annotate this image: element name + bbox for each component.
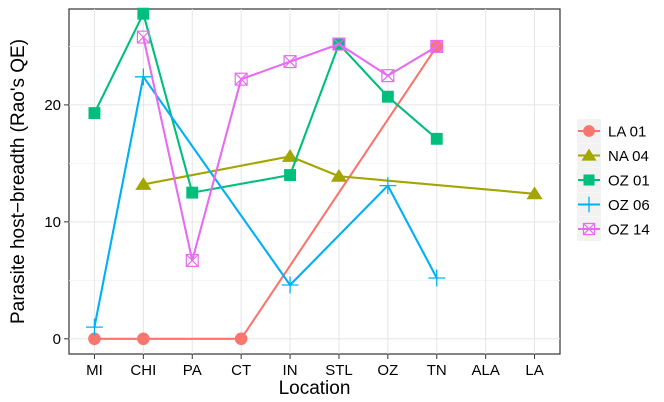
x-tick-label: OZ [377, 362, 398, 379]
series-layer [86, 7, 543, 346]
y-axis: 0 10 20 [44, 97, 69, 348]
y-axis-title: Parasite host−breadth (Rao's QE) [8, 39, 29, 324]
data-point [86, 318, 103, 336]
data-point [134, 68, 152, 86]
major-gridlines [69, 9, 560, 354]
series [86, 68, 446, 336]
y-tick-label: 10 [44, 214, 61, 231]
data-point [88, 107, 101, 120]
x-tick-label: TN [427, 362, 447, 379]
series-line [94, 45, 438, 340]
data-point [582, 222, 596, 236]
data-point [283, 55, 297, 69]
data-point [581, 148, 597, 161]
x-tick-label: CT [231, 362, 251, 379]
legend-label: OZ 14 [608, 222, 650, 239]
x-tick-label: MI [86, 362, 103, 379]
series [136, 30, 444, 267]
data-point [332, 37, 346, 51]
legend-label: NA 04 [608, 148, 649, 165]
data-point [381, 90, 394, 103]
data-point [136, 30, 150, 44]
data-point [430, 132, 443, 145]
x-tick-label: STL [325, 362, 353, 379]
data-point [428, 269, 446, 287]
data-point [284, 169, 296, 182]
data-point [185, 253, 199, 267]
x-axis-title: Location [279, 378, 351, 399]
legend-item: LA 01 [577, 119, 646, 143]
x-tick-label: ALA [471, 362, 499, 379]
x-tick-label: PA [183, 362, 202, 379]
data-point [379, 177, 397, 194]
legend-item: OZ 06 [577, 192, 650, 217]
legend-item: OZ 14 [577, 217, 650, 241]
legend-label: OZ 01 [608, 173, 650, 190]
data-point [186, 186, 199, 199]
x-tick-label: LA [525, 362, 543, 379]
data-point [137, 7, 150, 20]
x-tick-label: CHI [130, 362, 156, 379]
legend: LA 01 NA 04 OZ 01 OZ 06 OZ 14 [577, 119, 650, 241]
data-point [381, 69, 395, 83]
data-point [88, 332, 101, 346]
data-point [583, 125, 595, 137]
data-point [330, 168, 348, 182]
x-tick-label: IN [283, 362, 298, 379]
x-axis: MI CHI PA CT IN STL OZ TN ALA LA [86, 354, 544, 379]
series [88, 40, 444, 346]
y-tick-label: 20 [44, 97, 61, 114]
minor-gridlines [69, 46, 560, 281]
data-point [234, 72, 248, 86]
data-point [281, 149, 299, 162]
legend-item: OZ 01 [577, 168, 650, 192]
data-point [526, 186, 543, 200]
y-tick-label: 0 [53, 331, 61, 348]
legend-label: OZ 06 [608, 197, 650, 214]
data-point [581, 196, 597, 213]
legend-label: LA 01 [608, 124, 646, 141]
data-point [583, 174, 595, 186]
data-point [234, 332, 248, 346]
data-point [430, 39, 444, 53]
data-point [135, 177, 152, 190]
data-point [281, 276, 299, 294]
data-point [137, 332, 150, 346]
legend-item: NA 04 [577, 143, 649, 168]
